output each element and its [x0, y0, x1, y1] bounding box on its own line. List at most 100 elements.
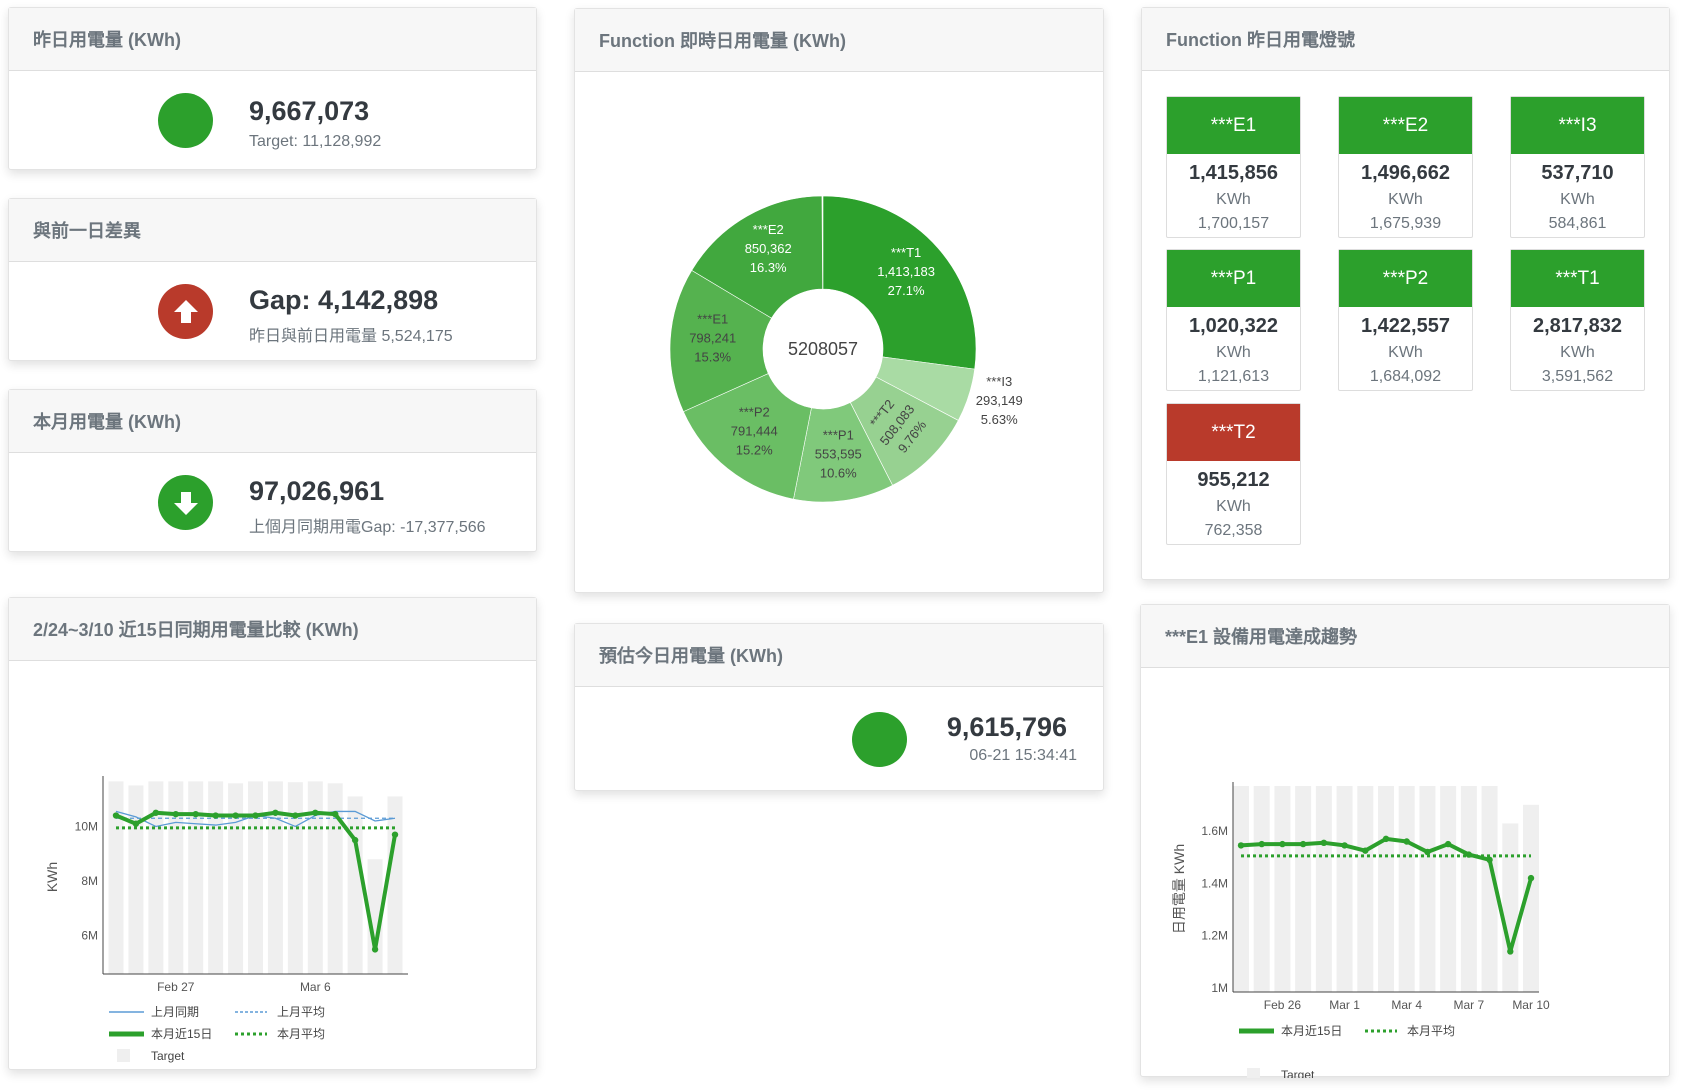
status-light-green: [158, 93, 213, 148]
donut-label: ***I3 293,149 5.63%: [976, 374, 1023, 427]
slice-label-name: ***E1: [697, 311, 728, 326]
target-bar: [287, 782, 303, 974]
donut-label: ***E1 798,241 15.3%: [689, 311, 736, 364]
tile-value: 1,415,856: [1189, 162, 1278, 184]
tile-previous: 584,861: [1548, 215, 1607, 232]
slice-label-name: ***E2: [753, 222, 784, 237]
card-title: ***E1 設備用電達成趨勢: [1141, 605, 1669, 668]
target-bar: [1253, 786, 1270, 992]
light-tile[interactable]: ***P2 1,422,557 KWh 1,684,092: [1338, 249, 1473, 391]
tile-header: ***I3: [1511, 97, 1644, 154]
data-point: [152, 809, 160, 816]
legend-label: 本月平均: [277, 1027, 325, 1041]
x-tick-label: Feb 26: [1264, 998, 1302, 1012]
data-point: [1279, 840, 1286, 848]
slice-label-pct: 15.2%: [736, 442, 773, 457]
data-point: [112, 812, 120, 819]
legend-swatch-target: [117, 1049, 130, 1062]
slice-label-value: 1,413,183: [877, 264, 935, 279]
donut-slice: [683, 373, 812, 500]
y-axis-label: KWh: [44, 862, 60, 892]
status-light-green: [852, 712, 907, 767]
target-bar: [1233, 786, 1249, 992]
x-tick-label: Mar 1: [1329, 998, 1360, 1012]
donut-slice: [691, 195, 823, 319]
donut-label: ***T1 1,413,183 27.1%: [877, 245, 935, 298]
data-point: [192, 810, 199, 818]
data-point: [1258, 840, 1265, 848]
tile-header: ***T1: [1511, 250, 1644, 307]
realtime-donut-card: Function 即時日用電量 (KWh) ***T1 1,413,183 27.1…: [574, 8, 1104, 593]
data-point: [1507, 948, 1514, 955]
card-title: Function 即時日用電量 (KWh): [575, 9, 1103, 72]
light-tile[interactable]: ***I3 537,710 KWh 584,861: [1510, 96, 1645, 238]
slice-label-name: ***P1: [823, 427, 854, 442]
tile-header: ***E1: [1167, 97, 1300, 154]
yesterday-value: 9,667,073: [249, 96, 370, 126]
tile-unit: KWh: [1560, 191, 1595, 208]
slice-label-pct: 16.3%: [750, 260, 787, 275]
light-tile[interactable]: ***P1 1,020,322 KWh 1,121,613: [1166, 249, 1301, 391]
tile-previous: 762,358: [1204, 522, 1263, 539]
target-bar: [1502, 823, 1519, 992]
tile-previous: 3,591,562: [1541, 368, 1614, 385]
target-bar: [128, 785, 144, 974]
tile-value: 955,212: [1197, 469, 1270, 491]
x-tick-label: Mar 4: [1391, 998, 1422, 1012]
data-point: [1403, 838, 1410, 845]
data-point: [292, 812, 299, 819]
tile-unit: KWh: [1388, 344, 1423, 361]
estimate-time: 06-21 15:34:41: [969, 747, 1077, 764]
slice-label-name: ***P2: [739, 404, 770, 419]
target-bar: [148, 781, 164, 974]
gap-value: Gap: 4,142,898: [249, 285, 439, 315]
tile-header: ***P1: [1167, 250, 1300, 307]
target-bar: [267, 781, 283, 974]
target-bar: [347, 796, 363, 974]
slice-label-pct: 5.63%: [981, 412, 1018, 427]
donut-label: ***E2 850,362 16.3%: [745, 222, 792, 275]
legend-label: Target: [1281, 1068, 1315, 1078]
card-title: 本月用電量 (KWh): [9, 390, 536, 453]
y-tick-label: 1M: [1211, 981, 1228, 995]
data-point: [1527, 874, 1535, 882]
y-axis-label: 日用電量 KWh: [1171, 844, 1187, 934]
light-tile[interactable]: ***E2 1,496,662 KWh 1,675,939: [1338, 96, 1473, 238]
x-tick-label: Mar 10: [1512, 998, 1550, 1012]
slice-label-value: 293,149: [976, 393, 1023, 408]
data-point: [1299, 840, 1307, 848]
legend-swatch-target: [1247, 1068, 1260, 1078]
light-tile[interactable]: ***T2 955,212 KWh 762,358: [1166, 403, 1301, 545]
tile-previous: 1,684,092: [1369, 368, 1442, 385]
target-bar: [1481, 786, 1498, 992]
data-point: [1444, 840, 1452, 848]
slice-label-name: ***T1: [891, 245, 921, 260]
data-point: [132, 820, 140, 827]
yesterday-usage-card: 昨日用電量 (KWh) 9,667,073 Target: 11,128,992: [8, 7, 537, 170]
data-point: [232, 812, 239, 819]
arrow-up-icon: [158, 284, 213, 339]
card-title: 昨日用電量 (KWh): [9, 8, 536, 71]
arrow-down-icon: [158, 475, 213, 530]
target-bar: [188, 781, 204, 974]
data-point: [371, 946, 379, 953]
light-tile[interactable]: ***T1 2,817,832 KWh 3,591,562: [1510, 249, 1645, 391]
target-bar: [208, 781, 224, 974]
target-bar: [1398, 786, 1415, 992]
x-tick-label: Mar 7: [1454, 998, 1485, 1012]
tile-value: 2,817,832: [1533, 315, 1622, 337]
light-tile[interactable]: ***E1 1,415,856 KWh 1,700,157: [1166, 96, 1301, 238]
card-title: 預估今日用電量 (KWh): [575, 624, 1103, 687]
slice-label-value: 798,241: [689, 330, 736, 345]
slice-label-name: ***I3: [986, 374, 1012, 389]
data-point: [1486, 856, 1493, 864]
month-value: 97,026,961: [249, 476, 385, 506]
legend-label: Target: [151, 1049, 185, 1063]
slice-label-pct: 15.3%: [694, 349, 731, 364]
card-title: 2/24~3/10 近15日同期用電量比較 (KWh): [9, 598, 536, 661]
donut-chart: ***T1 1,413,183 27.1% ***I3 293,149 5.63% ***T…: [669, 195, 1023, 503]
y-tick-label: 6M: [81, 929, 98, 943]
month-sub: 上個月同期用電Gap: -17,377,566: [249, 519, 486, 536]
e1-trend-chart-card: ***E1 設備用電達成趨勢 1M 1.2M 1.4M 1.6M Feb 26 Mar 1…: [1140, 604, 1670, 1078]
tile-unit: KWh: [1216, 498, 1251, 515]
